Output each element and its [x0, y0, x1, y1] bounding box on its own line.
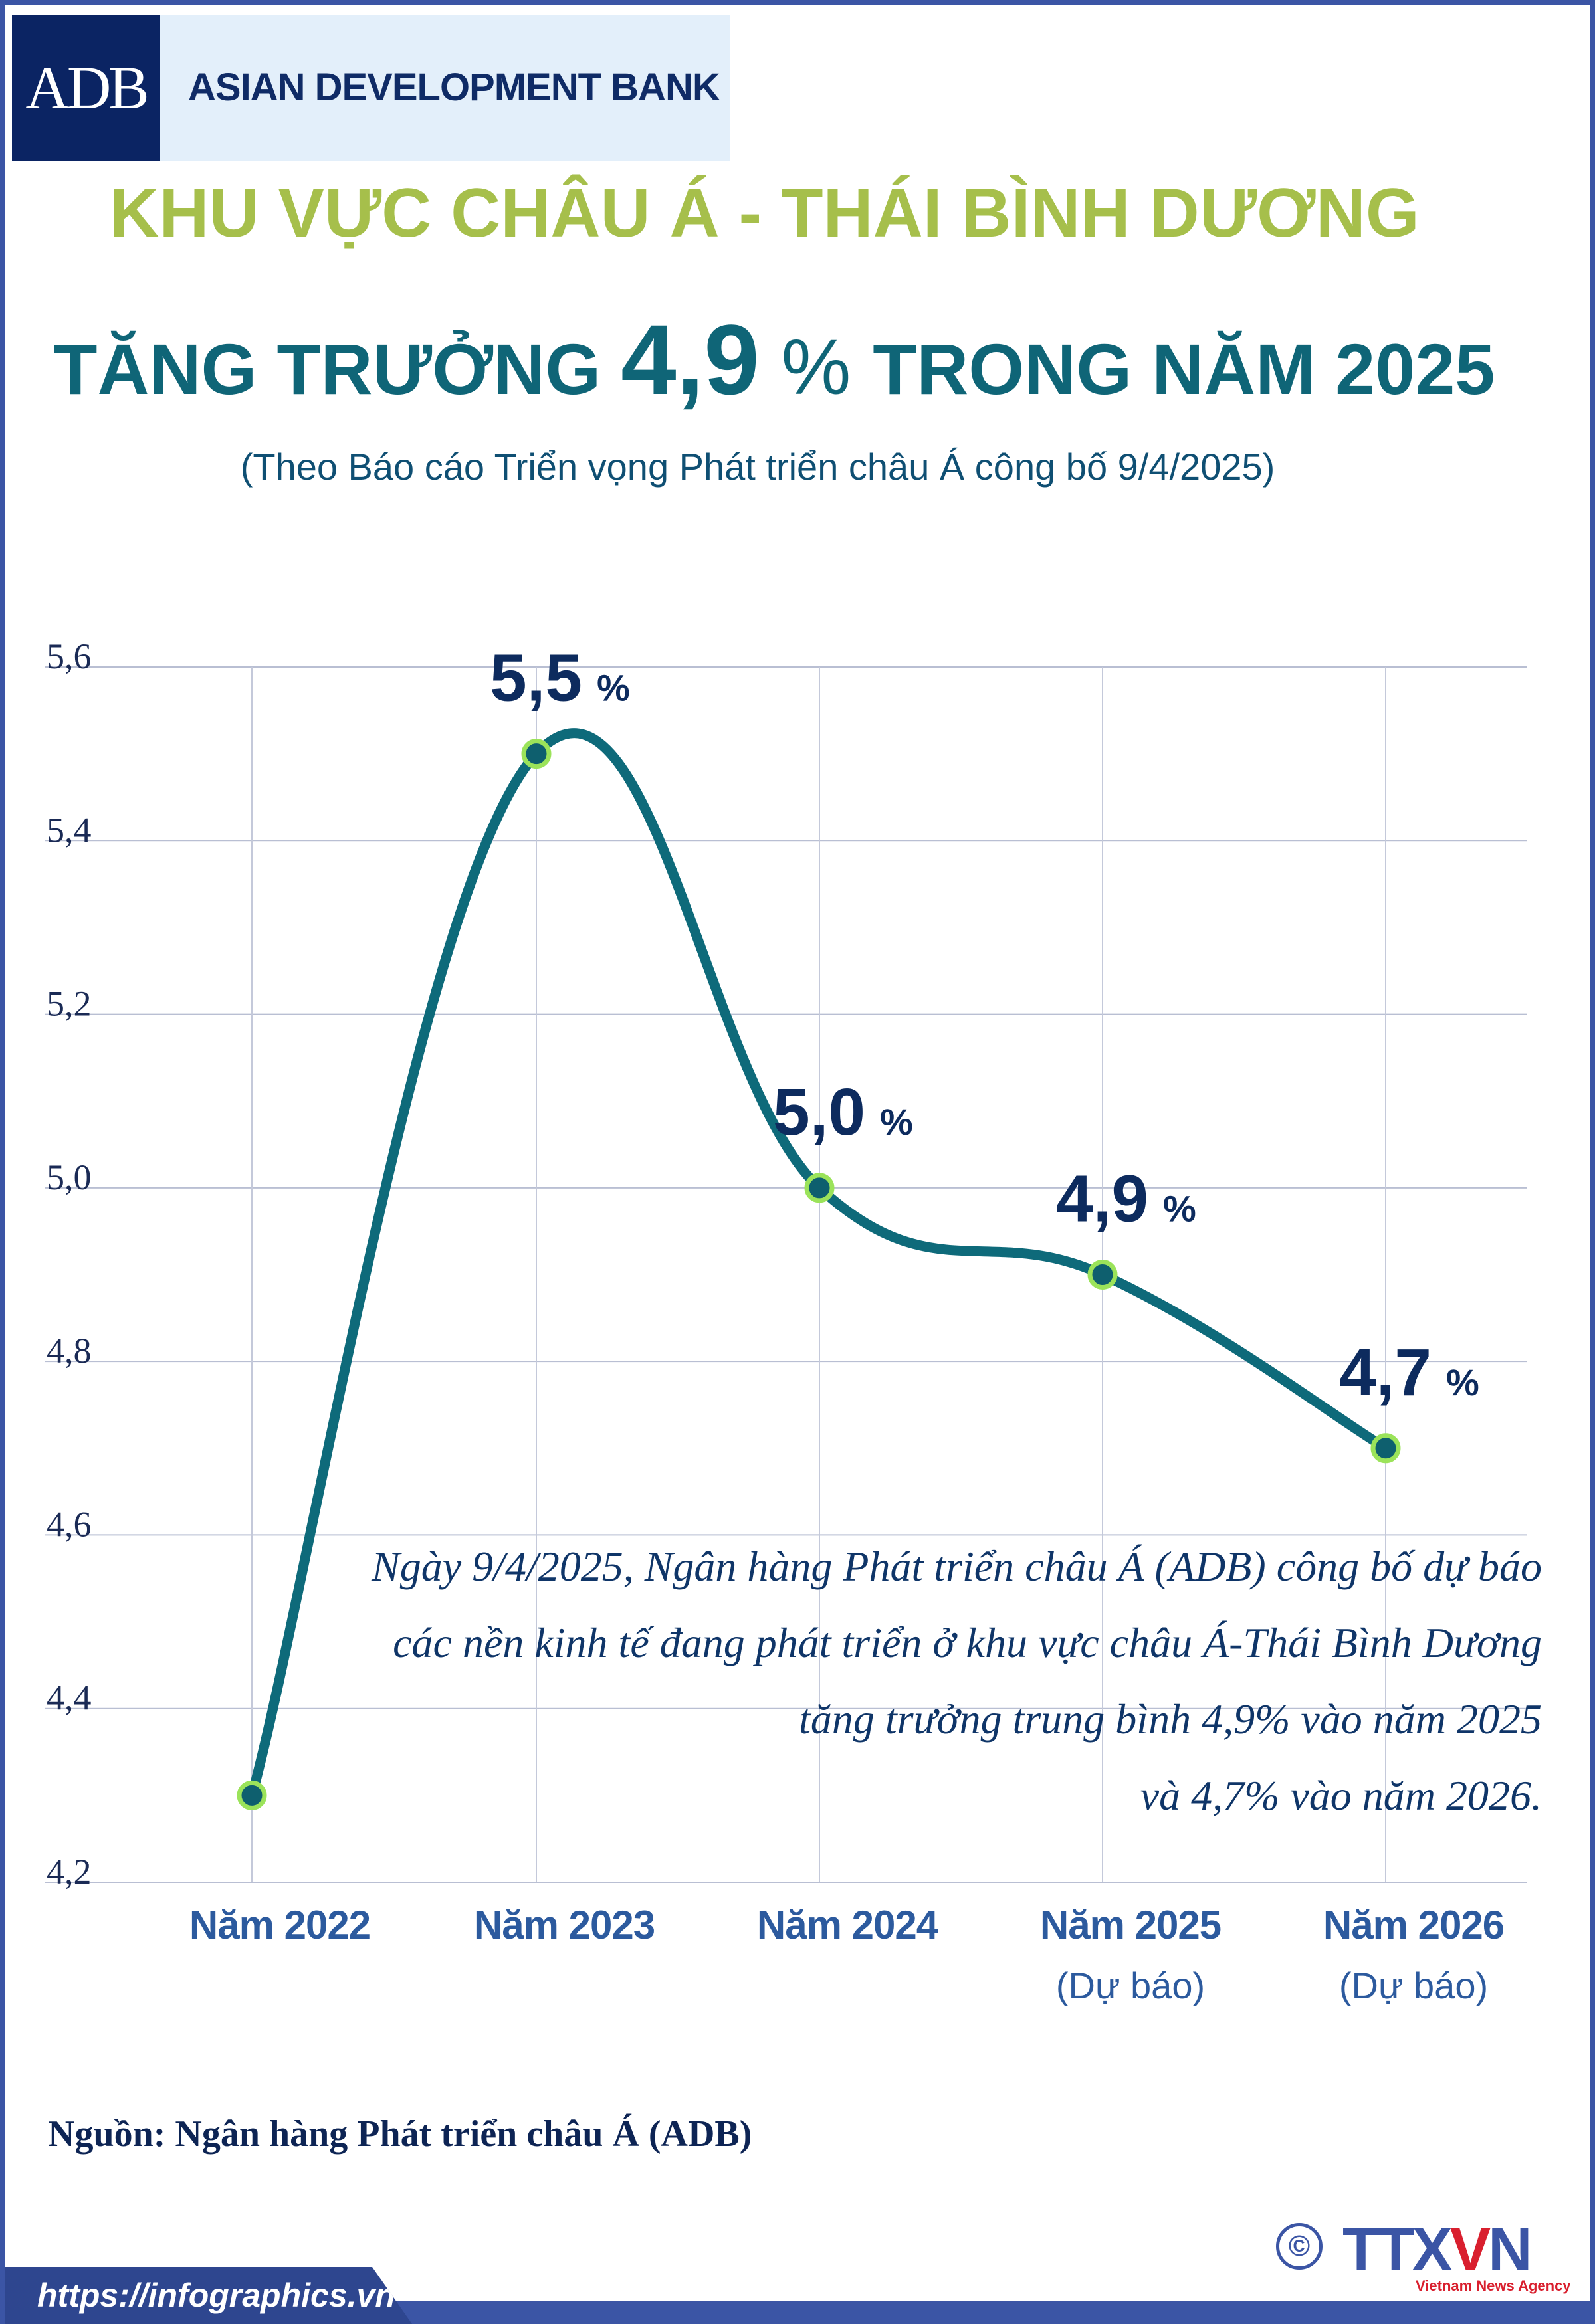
subtitle: (Theo Báo cáo Triển vọng Phát triển châu… — [240, 446, 1275, 488]
annotation-line: các nền kinh tế đang phát triển ở khu vự… — [393, 1619, 1542, 1666]
brand-v: V — [1449, 2216, 1491, 2283]
copyright-icon: © — [1276, 2223, 1323, 2270]
adb-logo: ADB ASIAN DEVELOPMENT BANK — [12, 15, 730, 161]
title-growth: TĂNG TRƯỞNG 4,9 % TRONG NĂM 2025 — [0, 302, 1548, 417]
title-region: KHU VỰC CHÂU Á - THÁI BÌNH DƯƠNG — [109, 175, 1420, 252]
y-tick-label: 4,6 — [47, 1504, 92, 1544]
y-tick-label: 4,4 — [47, 1678, 92, 1718]
data-label: 5,5% — [490, 641, 630, 716]
title-pre: TĂNG TRƯỞNG — [53, 329, 621, 409]
annotation-line: và 4,7% vào năm 2026. — [1140, 1772, 1542, 1819]
ttxvn-logo: TTXVN — [1342, 2219, 1533, 2280]
y-tick-label: 5,0 — [47, 1157, 92, 1197]
brand-a: TTX — [1342, 2216, 1453, 2283]
series-line — [247, 728, 1391, 1800]
line-chart: 4,2 4,4 4,6 4,8 5,0 5,2 5,4 5,6 Năm 2022 Năm 2023… — [45, 636, 1527, 2006]
data-label: 4,7% — [1339, 1335, 1479, 1410]
title-pct: % — [759, 324, 873, 411]
annotation-line: tăng trưởng trung bình 4,9% vào năm 2025 — [799, 1695, 1542, 1743]
x-tick-label: Năm 2024 — [757, 1903, 939, 1947]
source-text: Nguồn: Ngân hàng Phát triển châu Á (ADB) — [48, 2113, 752, 2155]
data-label: 4,9% — [1056, 1162, 1196, 1236]
y-tick-label: 5,2 — [47, 984, 92, 1024]
data-point — [1087, 1260, 1118, 1290]
y-tick-label: 5,6 — [47, 636, 92, 676]
ttxvn-subtitle: Vietnam News Agency — [1416, 2277, 1571, 2294]
title-value: 4,9 — [621, 304, 760, 415]
website-link[interactable]: https://infographics.vn — [0, 2267, 412, 2324]
title-post: TRONG NĂM 2025 — [873, 329, 1495, 409]
data-label: 5,0% — [773, 1075, 913, 1149]
brand-b: N — [1488, 2216, 1532, 2283]
x-tick-note: (Dự báo) — [1339, 1965, 1488, 2006]
y-tick-label: 5,4 — [47, 810, 92, 850]
x-tick-label: Năm 2022 — [189, 1903, 370, 1947]
data-point — [804, 1173, 835, 1203]
x-tick-note: (Dự báo) — [1056, 1965, 1205, 2006]
adb-logo-name: ASIAN DEVELOPMENT BANK — [188, 66, 720, 109]
adb-logo-mark: ADB — [12, 15, 160, 161]
y-tick-label: 4,8 — [47, 1331, 92, 1371]
x-tick-label: Năm 2026 — [1323, 1903, 1504, 1947]
data-point — [237, 1780, 267, 1810]
y-tick-label: 4,2 — [47, 1852, 92, 1891]
data-point — [521, 739, 552, 769]
annotation: Ngày 9/4/2025, Ngân hàng Phát triển châu… — [372, 1528, 1542, 1834]
data-point — [1370, 1433, 1401, 1464]
x-tick-label: Năm 2025 — [1040, 1903, 1221, 1947]
annotation-line: Ngày 9/4/2025, Ngân hàng Phát triển châu… — [372, 1543, 1542, 1590]
x-tick-label: Năm 2023 — [474, 1903, 655, 1947]
